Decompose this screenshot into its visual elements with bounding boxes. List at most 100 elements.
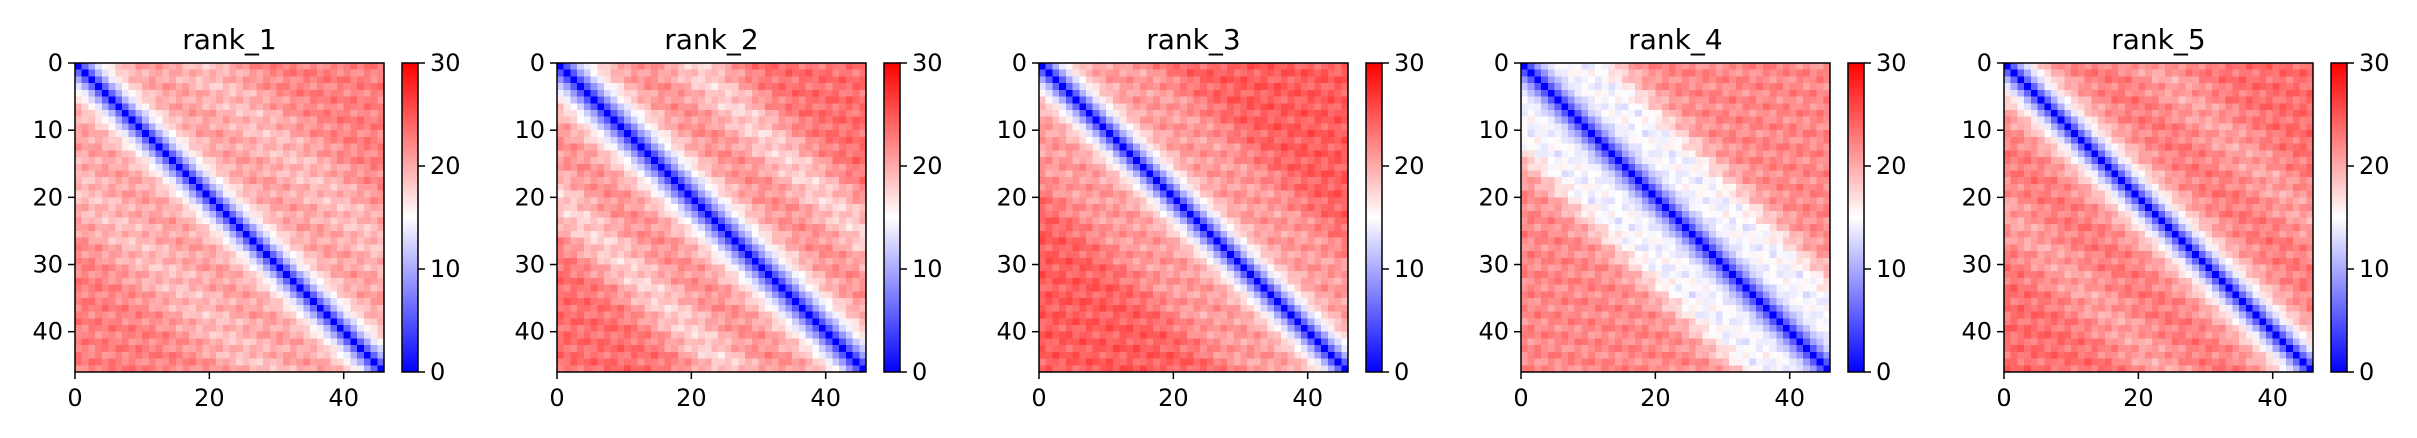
heatmap-cell	[148, 177, 157, 185]
heatmap-cell	[256, 331, 264, 339]
heatmap-cell	[704, 150, 712, 158]
heatmap-cell	[718, 197, 726, 205]
heatmap-cell	[1287, 130, 1295, 138]
heatmap-cell	[115, 365, 123, 373]
heatmap-cell	[1341, 150, 1349, 158]
heatmap-cell	[604, 237, 612, 245]
heatmap-cell	[350, 103, 358, 111]
heatmap-cell	[845, 136, 854, 145]
heatmap-cell	[242, 210, 251, 218]
heatmap-cell	[108, 136, 116, 145]
heatmap-cell	[175, 365, 183, 373]
heatmap-cell	[1059, 76, 1067, 84]
heatmap-cell	[1274, 83, 1282, 91]
heatmap-cell	[677, 110, 686, 118]
heatmap-cell	[236, 358, 244, 366]
heatmap-cell	[249, 264, 257, 272]
heatmap-cell	[303, 110, 311, 118]
heatmap-cell	[242, 338, 251, 346]
heatmap-cell	[88, 76, 96, 84]
heatmap-cell	[1112, 83, 1121, 91]
heatmap-cell	[1260, 157, 1268, 165]
heatmap-cell	[249, 277, 257, 286]
heatmap-cell	[583, 244, 592, 252]
heatmap-cell	[269, 210, 278, 218]
heatmap-cell	[242, 318, 251, 326]
heatmap-cell	[283, 331, 291, 339]
heatmap-cell	[758, 224, 766, 232]
heatmap-cell	[316, 96, 325, 104]
heatmap-cell	[135, 63, 143, 71]
heatmap-cell	[323, 69, 331, 77]
heatmap-cell	[805, 130, 813, 138]
heatmap-cell	[1153, 157, 1161, 165]
heatmap-cell	[81, 251, 89, 259]
heatmap-cell	[249, 351, 257, 360]
heatmap-cell	[202, 177, 210, 185]
heatmap-cell	[175, 76, 183, 84]
heatmap-cell	[1253, 63, 1262, 71]
heatmap-cell	[859, 143, 867, 151]
heatmap-cell	[805, 143, 813, 151]
heatmap-cell	[115, 130, 123, 138]
heatmap-cell	[1173, 76, 1181, 84]
heatmap-cell	[242, 170, 251, 178]
heatmap-cell	[664, 338, 672, 346]
heatmap-cell	[630, 163, 639, 171]
heatmap-cell	[711, 150, 719, 158]
heatmap-cell	[711, 237, 719, 245]
heatmap-cell	[148, 318, 157, 326]
heatmap-cell	[242, 183, 251, 192]
heatmap-cell	[577, 103, 585, 111]
heatmap-cell	[222, 130, 230, 138]
heatmap-cell	[644, 271, 652, 279]
heatmap-cell	[751, 177, 760, 185]
heatmap-cell	[155, 63, 163, 71]
heatmap-cell	[617, 150, 625, 158]
heatmap-cell	[577, 331, 585, 339]
heatmap-cell	[296, 237, 304, 245]
heatmap-cell	[731, 136, 739, 145]
heatmap-cell	[88, 271, 96, 279]
heatmap-cell	[330, 150, 338, 158]
heatmap-cell	[377, 96, 385, 104]
heatmap-cell	[671, 89, 679, 98]
heatmap-cell	[617, 244, 625, 252]
heatmap-cell	[108, 257, 116, 266]
heatmap-cell	[148, 365, 157, 373]
heatmap-cell	[148, 251, 157, 259]
heatmap-cell	[651, 143, 659, 151]
heatmap-cell	[845, 264, 854, 272]
heatmap-cell	[189, 130, 197, 138]
heatmap-cell	[758, 217, 766, 225]
heatmap-cell	[785, 190, 793, 198]
heatmap-cell	[236, 190, 244, 198]
heatmap-cell	[718, 210, 726, 218]
heatmap-cell	[363, 197, 372, 205]
heatmap-cell	[577, 83, 585, 91]
heatmap-cell	[664, 163, 672, 171]
heatmap-cell	[269, 110, 278, 118]
heatmap-cell	[637, 123, 645, 131]
heatmap-cell	[316, 257, 325, 266]
heatmap-cell	[377, 324, 385, 333]
heatmap-cell	[216, 351, 224, 360]
heatmap-cell	[1186, 89, 1194, 98]
heatmap-cell	[162, 170, 170, 178]
heatmap-cell	[269, 123, 278, 131]
heatmap-cell	[101, 311, 110, 319]
heatmap-cell	[142, 170, 150, 178]
heatmap-cell	[1133, 89, 1141, 98]
heatmap-cell	[765, 150, 773, 158]
heatmap-cell	[1146, 83, 1154, 91]
heatmap-cell	[242, 311, 251, 319]
heatmap-cell	[101, 76, 110, 84]
heatmap-cell	[222, 197, 230, 205]
heatmap-cell	[590, 150, 598, 158]
heatmap-cell	[583, 351, 592, 360]
heatmap-cell	[651, 230, 659, 239]
heatmap-cell	[283, 298, 291, 306]
heatmap-cell	[1112, 76, 1121, 84]
heatmap-cell	[303, 83, 311, 91]
heatmap-cell	[336, 197, 345, 205]
